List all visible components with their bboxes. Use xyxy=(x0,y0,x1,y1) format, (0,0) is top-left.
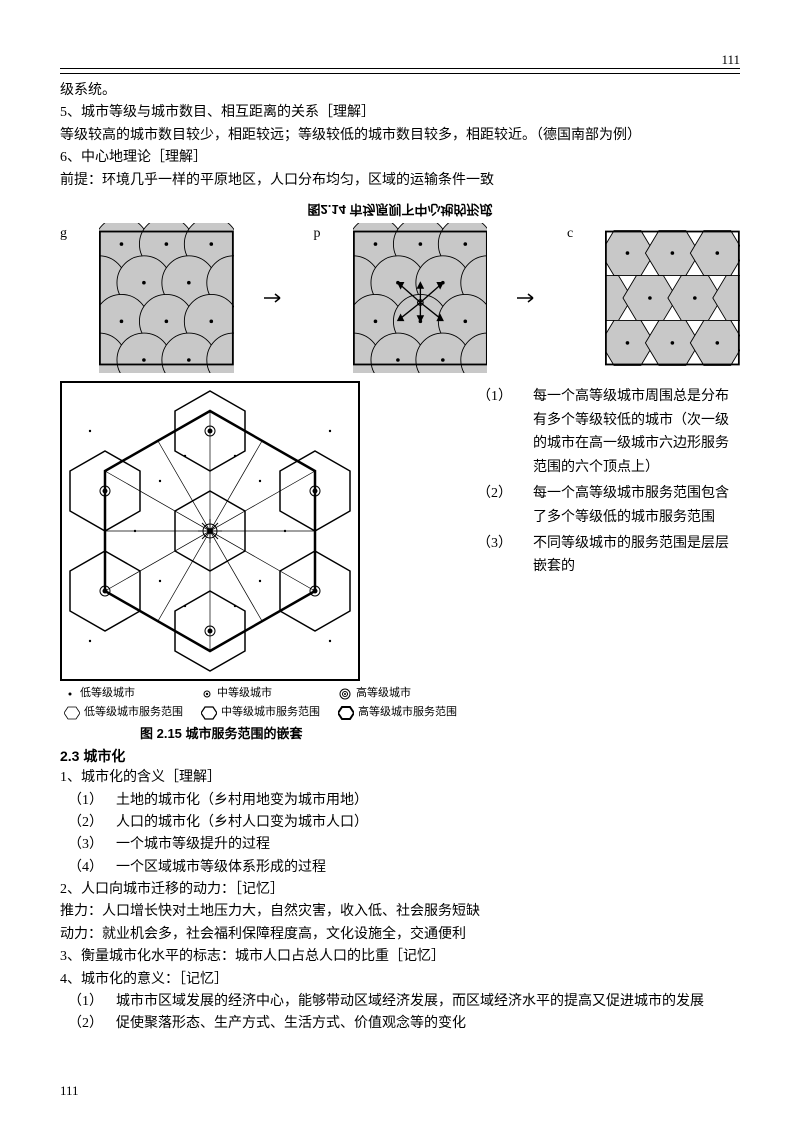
list-text: 促使聚落形态、生产方式、生活方式、价值观念等的变化 xyxy=(116,1013,740,1035)
figure-2-15-title: 图 2.15 城市服务范围的嵌套 xyxy=(140,724,457,745)
list-text: 人口的城市化（乡村人口变为城市人口） xyxy=(116,812,740,834)
figure-2-15-block: 低等级城市 低等级城市服务范围 中等级城市 中等级城市服务范围 高等级城市 高等… xyxy=(60,381,457,745)
body-line: 3、衡量城市化水平的标志：城市人口占总人口的比重［记忆］ xyxy=(60,946,740,968)
legend-mid-hex: 中等级城市服务范围 xyxy=(221,704,320,722)
points-list: （1）每一个高等级城市周围总是分布有多个等级较低的城市（次一级的城市在高一级城市… xyxy=(477,381,740,581)
list-text: 一个城市等级提升的过程 xyxy=(116,834,740,856)
panel-b-circles-arrows xyxy=(353,223,488,373)
panel-label-a: g xyxy=(60,223,67,245)
intro-line: 级系统。 xyxy=(60,80,740,102)
list-text: 城市市区域发展的经济中心，能够带动区域经济发展，而区域经济水平的提高又促进城市的… xyxy=(116,991,740,1013)
point-num: （3） xyxy=(477,532,533,580)
legend-low-dot: 低等级城市 xyxy=(80,685,135,703)
list-text: 一个区域城市等级体系形成的过程 xyxy=(116,857,740,879)
list-num: （1） xyxy=(60,991,116,1013)
body-line: 动力：就业机会多，社会福利保障程度高，文化设施全，交通便利 xyxy=(60,924,740,946)
body-line: 4、城市化的意义：［记忆］ xyxy=(60,969,740,991)
point-text: 每一个高等级城市服务范围包含了多个等级低的城市服务范围 xyxy=(533,482,740,530)
body-line: 2、人口向城市迁移的动力：［记忆］ xyxy=(60,879,740,901)
meaning-list: （1）土地的城市化（乡村用地变为城市用地） （2）人口的城市化（乡村人口变为城市… xyxy=(60,790,740,880)
intro-line: 6、中心地理论［理解］ xyxy=(60,147,740,169)
list-num: （3） xyxy=(60,834,116,856)
legend: 低等级城市 低等级城市服务范围 中等级城市 中等级城市服务范围 高等级城市 高等… xyxy=(64,685,457,722)
point-text: 不同等级城市的服务范围是层层嵌套的 xyxy=(533,532,740,580)
list-text: 土地的城市化（乡村用地变为城市用地） xyxy=(116,790,740,812)
panel-a-circles xyxy=(99,223,234,373)
panel-label-b: p xyxy=(314,223,321,245)
list-num: （4） xyxy=(60,857,116,879)
main-content: 级系统。 5、城市等级与城市数目、相互距离的关系［理解］ 等级较高的城市数目较少… xyxy=(60,80,740,1036)
page-number-top: 111 xyxy=(60,50,740,74)
body-line: 推力：人口增长快对土地压力大，自然灾害，收入低、社会服务短缺 xyxy=(60,901,740,923)
arrow-icon xyxy=(517,292,537,304)
intro-paragraphs: 级系统。 5、城市等级与城市数目、相互距离的关系［理解］ 等级较高的城市数目较少… xyxy=(60,80,740,192)
panel-c-hexagons xyxy=(605,223,740,373)
point-num: （1） xyxy=(477,385,533,480)
list-num: （2） xyxy=(60,812,116,834)
arrow-icon xyxy=(264,292,284,304)
legend-mid-dot: 中等级城市 xyxy=(217,685,272,703)
list-num: （1） xyxy=(60,790,116,812)
intro-line: 等级较高的城市数目较少，相距较远；等级较低的城市数目较多，相距较近。（德国南部为… xyxy=(60,125,740,147)
significance-list: （1）城市市区域发展的经济中心，能够带动区域经济发展，而区域经济水平的提高又促进… xyxy=(60,991,740,1036)
figure-2-14-title: 图2.14 市场原则下中心地的形成 xyxy=(60,198,740,219)
nested-hexagon-diagram xyxy=(60,381,360,681)
point-num: （2） xyxy=(477,482,533,530)
page-number-bottom: 111 xyxy=(60,1081,79,1102)
figure-2-15-row: 低等级城市 低等级城市服务范围 中等级城市 中等级城市服务范围 高等级城市 高等… xyxy=(60,381,740,745)
panel-label-c: c xyxy=(567,223,573,245)
legend-high-dot: 高等级城市 xyxy=(356,685,411,703)
body-line: 1、城市化的含义［理解］ xyxy=(60,767,740,789)
figure-2-14-panels: g p xyxy=(60,223,740,373)
list-num: （2） xyxy=(60,1013,116,1035)
legend-high-hex: 高等级城市服务范围 xyxy=(358,704,457,722)
legend-low-hex: 低等级城市服务范围 xyxy=(84,704,183,722)
intro-line: 前提：环境几乎一样的平原地区，人口分布均匀，区域的运输条件一致 xyxy=(60,170,740,192)
point-text: 每一个高等级城市周围总是分布有多个等级较低的城市（次一级的城市在高一级城市六边形… xyxy=(533,385,740,480)
section-heading: 2.3 城市化 xyxy=(60,745,740,767)
intro-line: 5、城市等级与城市数目、相互距离的关系［理解］ xyxy=(60,102,740,124)
